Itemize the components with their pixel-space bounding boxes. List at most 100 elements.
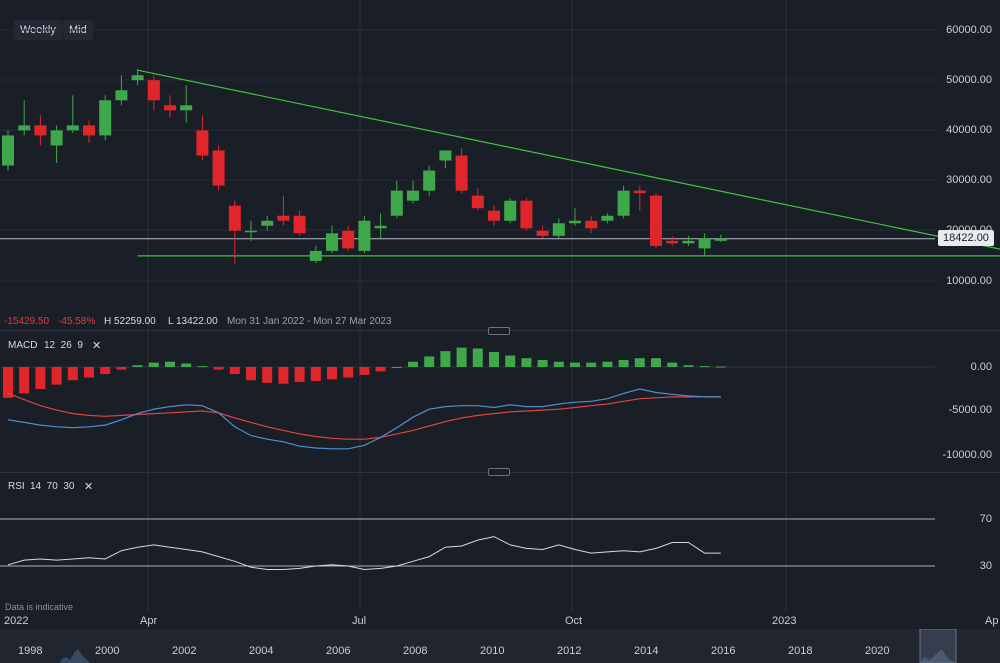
macd-histogram-bar (715, 366, 726, 368)
macd-histogram-bar (699, 366, 710, 368)
candle-body (261, 220, 274, 226)
macd-line (7, 388, 721, 450)
navigator-year: 2004 (249, 645, 274, 657)
macd-histogram-bar (375, 367, 386, 372)
rsi-line (7, 536, 721, 571)
macd-histogram-bar (651, 358, 661, 367)
macd-tick: 0.00 (970, 361, 992, 373)
candle-body (66, 125, 79, 131)
candle-body (569, 220, 581, 224)
candle-body (682, 240, 695, 244)
macd-params: 12 26 9 (44, 340, 83, 351)
low-value: L 13422.00 (168, 316, 218, 327)
macd-histogram-bar (424, 356, 435, 367)
macd-histogram-bar (440, 351, 451, 367)
macd-histogram-bar (310, 367, 321, 382)
candle-body (34, 125, 47, 136)
navigator-year: 2002 (172, 645, 197, 657)
macd-histogram-bar (100, 367, 111, 375)
rsi-label: RSI (8, 481, 25, 492)
macd-histogram-bar (116, 367, 127, 370)
navigator-graph (60, 629, 957, 663)
candle-body (601, 215, 614, 221)
candle-body (293, 215, 306, 234)
candle-body (714, 238, 727, 241)
macd-histogram-bar (521, 358, 532, 367)
macd-histogram-bar (505, 355, 516, 367)
macd-histogram-bar (181, 363, 192, 367)
macd-close-icon[interactable]: ✕ (92, 340, 102, 352)
macd-histogram-bar (667, 362, 678, 367)
candle-body (342, 230, 355, 249)
macd-histogram-bar (618, 359, 629, 367)
time-tick: 2023 (772, 615, 797, 627)
candle-body (439, 150, 452, 161)
navigator-year: 2010 (480, 645, 505, 657)
time-tick: Ap (985, 615, 999, 627)
price-tick: 40000.00 (946, 124, 992, 136)
price-tick: 50000.00 (946, 74, 992, 86)
candle-body (585, 220, 598, 229)
macd-histogram-bar (67, 367, 78, 381)
date-range: Mon 31 Jan 2022 - Mon 27 Mar 2023 (227, 316, 392, 327)
candle-body (617, 190, 630, 216)
change-percent: -45.58% (58, 316, 96, 327)
macd-histogram-bar (3, 367, 13, 398)
candle-body (99, 100, 112, 136)
candle-body (115, 90, 128, 101)
candle-body (2, 135, 14, 166)
candle-body (164, 105, 176, 111)
resize-handle[interactable] (488, 327, 510, 335)
candle-body (650, 195, 662, 246)
macd-histogram-bar (408, 361, 418, 367)
navigator-year: 2014 (634, 645, 659, 657)
high-value: H 52259.00 (104, 316, 156, 327)
macd-tick: -10000.00 (942, 449, 992, 461)
candle-body (180, 105, 193, 111)
macd-histogram-bar (359, 367, 370, 375)
macd-histogram-bar (213, 367, 224, 370)
candle-body (536, 230, 549, 236)
last-price-badge: 18422.00 (938, 230, 994, 246)
macd-histogram-bar (553, 361, 564, 367)
candle-body (212, 150, 225, 186)
navigator-year: 2012 (557, 645, 582, 657)
macd-histogram-bar (148, 362, 159, 367)
candle-body (423, 170, 436, 191)
macd-signal-line (7, 392, 721, 440)
candle-body (390, 190, 403, 216)
rsi-tick: 70 (979, 513, 992, 525)
macd-histogram-bar (456, 347, 467, 367)
macd-histogram-bar (262, 367, 273, 383)
macd-histogram-bar (51, 367, 62, 385)
change-value: -15429.50 (4, 316, 50, 327)
macd-histogram-bar (602, 361, 613, 367)
disclaimer: Data is indicative (5, 602, 74, 612)
navigator-year: 2008 (403, 645, 428, 657)
price-tick: 10000.00 (946, 275, 992, 287)
candle-body (131, 75, 144, 81)
navigator[interactable] (0, 629, 1000, 663)
time-tick: Jul (352, 615, 367, 627)
rsi-params: 14 70 30 (30, 481, 75, 492)
candle-body (698, 238, 711, 249)
macd-histogram-bar (586, 362, 597, 367)
navigator-year: 2006 (326, 645, 351, 657)
macd-label: MACD (8, 340, 38, 351)
time-tick: 2022 (4, 615, 29, 627)
macd-histogram-bar (391, 367, 402, 368)
price-tick: 60000.00 (946, 24, 992, 36)
candle-body (147, 80, 160, 101)
macd-histogram-bar (472, 348, 483, 367)
price-tick: 30000.00 (946, 174, 992, 186)
candle-body (633, 190, 646, 194)
candle-body (326, 233, 338, 251)
candle-body (471, 195, 484, 209)
candle-body (18, 125, 31, 131)
resize-handle[interactable] (488, 468, 510, 476)
macd-histogram-bar (570, 362, 580, 367)
rsi-close-icon[interactable]: ✕ (84, 481, 94, 493)
navigator-year: 2000 (95, 645, 120, 657)
candle-body (407, 190, 419, 201)
